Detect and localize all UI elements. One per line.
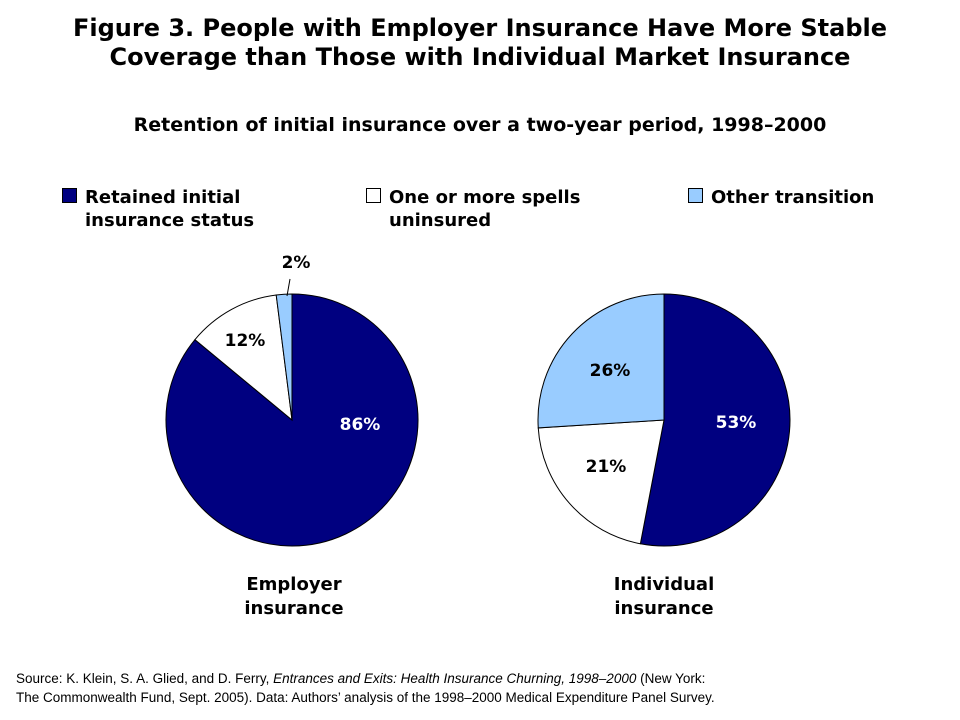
legend-item-retained: Retained initial insurance status	[62, 186, 254, 232]
data-label-other: 26%	[590, 361, 631, 381]
pie-title-line: insurance	[244, 598, 343, 619]
pie-slice-other	[275, 293, 293, 421]
source-line2: The Commonwealth Fund, Sept. 2005). Data…	[16, 690, 715, 705]
pie-title-line: Employer	[246, 574, 341, 595]
data-label-uninsured: 12%	[225, 331, 266, 351]
legend-swatch-retained	[62, 188, 77, 203]
legend-label-other: Other transition	[711, 187, 875, 208]
chart-title-line1: Figure 3. People with Employer Insurance…	[72, 14, 888, 42]
legend-swatch-other	[688, 188, 703, 203]
pie-slice-retained	[639, 293, 791, 547]
source-prefix: Source: K. Klein, S. A. Glied, and D. Fe…	[16, 671, 274, 686]
pie-employer: 86% 12% 2% Employer insurance	[165, 253, 419, 619]
data-label-other: 2%	[282, 253, 311, 273]
pie-slice-other	[537, 293, 665, 429]
pie-slice-uninsured	[194, 294, 293, 422]
pie-title-line: insurance	[614, 598, 713, 619]
legend-item-uninsured: One or more spells uninsured	[366, 186, 580, 232]
pie-slice-uninsured	[537, 419, 665, 545]
legend-swatch-uninsured	[366, 188, 381, 203]
source-title: Entrances and Exits: Health Insurance Ch…	[273, 671, 637, 686]
source-suffix: (New York:	[636, 671, 706, 686]
chart-title: Figure 3. People with Employer Insurance…	[0, 14, 960, 72]
data-label-uninsured: 21%	[586, 457, 627, 477]
source-note: Source: K. Klein, S. A. Glied, and D. Fe…	[16, 669, 946, 707]
chart-title-line2: Coverage than Those with Individual Mark…	[109, 43, 851, 71]
chart-subtitle: Retention of initial insurance over a tw…	[133, 114, 827, 136]
pie-title-line: Individual	[614, 574, 715, 595]
legend-item-other: Other transition	[688, 186, 874, 209]
pie-individual: 53% 21% 26% Individual insurance	[537, 293, 791, 619]
data-label-retained: 86%	[340, 415, 381, 435]
data-label-retained: 53%	[716, 413, 757, 433]
legend-label-retained: Retained initial insurance status	[85, 187, 255, 231]
leader-line	[286, 278, 291, 297]
legend-label-uninsured: One or more spells uninsured	[389, 187, 581, 231]
